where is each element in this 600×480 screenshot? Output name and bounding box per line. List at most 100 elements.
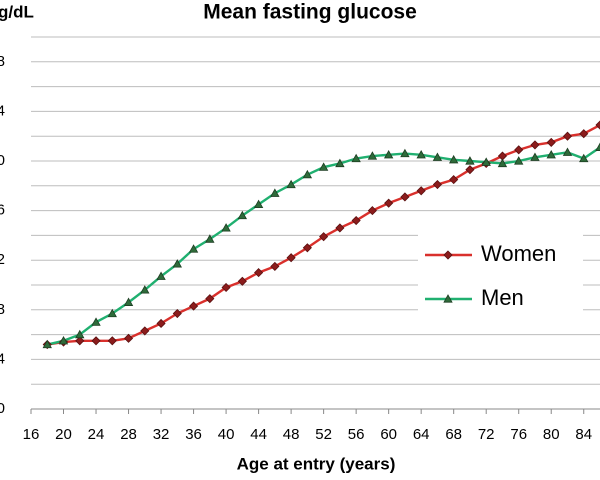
marker [562, 131, 573, 141]
marker [253, 199, 264, 209]
x-tick-label: 60 [380, 426, 397, 443]
legend-label: Women [481, 241, 556, 266]
x-tick-label: 48 [283, 426, 300, 443]
y-tick-label: 0 [0, 152, 5, 169]
marker [318, 162, 329, 171]
marker [189, 301, 199, 311]
marker [42, 339, 52, 349]
marker [497, 158, 508, 168]
y-tick-label: 4 [0, 350, 5, 367]
marker [595, 142, 600, 151]
y-tick-label: 0 [0, 400, 5, 417]
marker [481, 157, 491, 166]
marker [75, 336, 85, 346]
x-tick-label: 16 [23, 426, 40, 443]
marker [302, 243, 312, 253]
marker [465, 156, 475, 165]
x-tick-label: 52 [315, 426, 332, 443]
marker [514, 156, 524, 165]
marker [237, 276, 247, 286]
marker [530, 152, 540, 161]
marker [416, 149, 426, 159]
x-tick-label: 72 [478, 426, 495, 443]
marker [221, 282, 231, 293]
marker [595, 120, 600, 130]
marker [123, 297, 134, 306]
marker [91, 336, 101, 346]
y-tick-label: 8 [0, 53, 5, 70]
y-tick-label: 4 [0, 102, 5, 119]
marker [302, 169, 313, 179]
marker [75, 329, 85, 339]
x-tick-label: 28 [120, 426, 137, 443]
marker [205, 294, 215, 304]
marker [335, 223, 345, 233]
marker [319, 232, 329, 242]
marker [546, 137, 556, 147]
marker [449, 154, 459, 164]
x-tick-label: 64 [413, 426, 430, 443]
x-tick-label: 68 [445, 426, 462, 443]
marker [384, 198, 394, 208]
marker [237, 210, 248, 220]
marker [188, 244, 199, 253]
marker [286, 179, 296, 189]
marker [579, 129, 589, 139]
x-tick-label: 56 [348, 426, 365, 443]
marker [465, 165, 475, 175]
marker [400, 148, 410, 158]
marker [270, 188, 280, 197]
x-tick-label: 36 [185, 426, 202, 443]
marker [562, 147, 573, 156]
x-tick-label: 44 [250, 426, 267, 443]
marker [351, 153, 361, 163]
marker [205, 234, 215, 243]
marker [367, 206, 377, 216]
legend-box [418, 228, 583, 324]
x-tick-label: 80 [543, 426, 560, 443]
x-tick-label: 20 [55, 426, 72, 443]
x-tick-label: 84 [575, 426, 592, 443]
marker [254, 268, 264, 278]
marker [270, 261, 280, 271]
marker [579, 153, 589, 163]
marker [107, 336, 117, 346]
marker [286, 253, 296, 263]
marker [367, 151, 378, 160]
marker [107, 308, 117, 318]
x-axis-title: Age at entry (years) [237, 454, 396, 473]
y-tick-label: 2 [0, 251, 5, 268]
marker [140, 285, 150, 294]
y-tick-label: 8 [0, 301, 5, 318]
marker [432, 179, 442, 190]
marker [91, 317, 101, 326]
marker [449, 175, 459, 185]
marker [172, 308, 182, 319]
marker [335, 158, 345, 168]
marker [400, 192, 410, 202]
marker [416, 186, 426, 196]
marker [140, 326, 150, 336]
marker [546, 149, 556, 159]
chart-title: Mean fasting glucose [203, 1, 417, 24]
y-axis-unit: g/dL [0, 2, 34, 21]
legend: Women Men [418, 228, 583, 324]
legend-label: Men [481, 285, 524, 310]
marker [156, 318, 166, 329]
y-tick-label: 6 [0, 202, 5, 219]
marker [58, 335, 69, 345]
x-tick-label: 24 [88, 426, 105, 443]
x-tick-label: 76 [510, 426, 527, 443]
marker [530, 140, 540, 150]
x-tick-label: 32 [153, 426, 170, 443]
marker [123, 333, 134, 343]
marker [172, 259, 182, 268]
x-tick-label: 40 [218, 426, 235, 443]
marker [383, 149, 394, 159]
marker [221, 223, 231, 232]
marker [351, 215, 361, 226]
marker [514, 145, 524, 155]
marker [156, 271, 166, 280]
marker [432, 152, 443, 161]
